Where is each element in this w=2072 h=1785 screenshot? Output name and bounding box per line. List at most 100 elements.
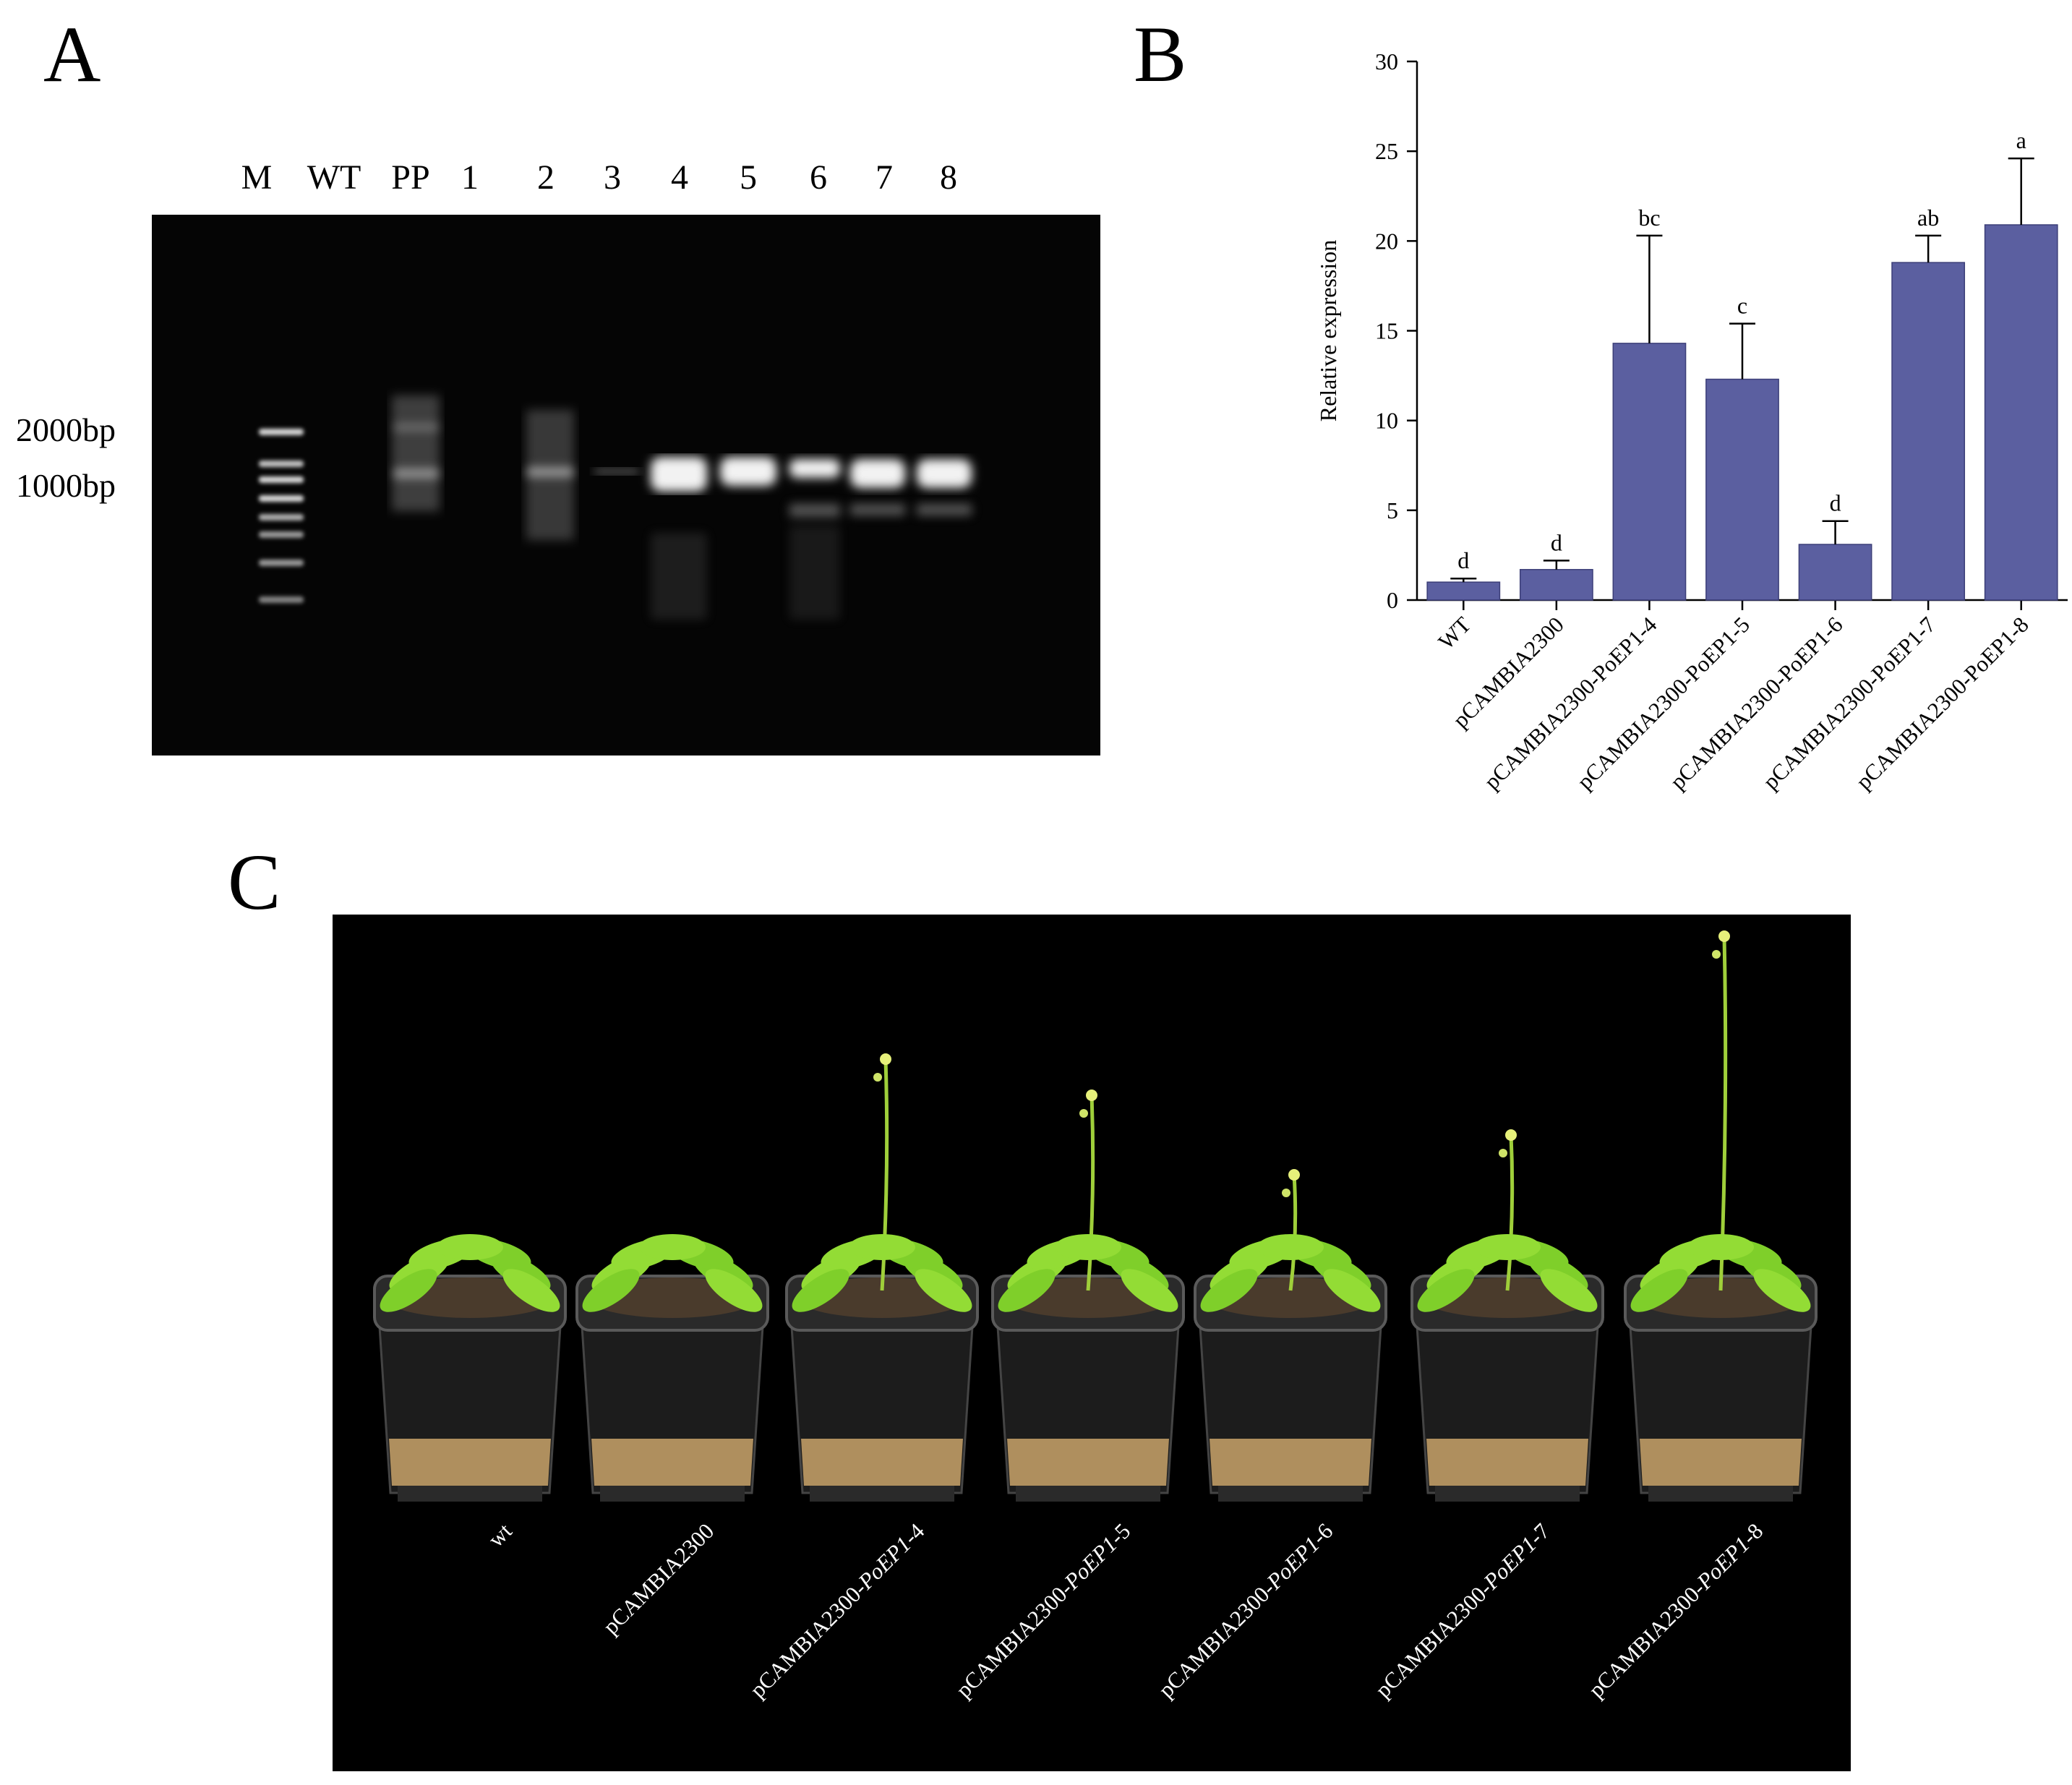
flower-bud [1718,930,1730,942]
significance-label-4: c [1737,293,1747,319]
pot-4 [991,1090,1185,1502]
pot-foot [810,1486,954,1502]
significance-label-2: d [1551,529,1562,555]
lower-bands [651,504,972,620]
pot-base-sand [1426,1439,1588,1486]
flower-bud [1282,1189,1290,1197]
leaf [502,1269,560,1312]
pot-5 [1194,1169,1387,1502]
leaf [1055,1234,1121,1260]
significance-label-7: a [2016,127,2026,153]
leaf [1630,1269,1688,1312]
leaf [998,1269,1056,1312]
leaf [1121,1269,1178,1312]
agarose-gel-image [152,215,1100,755]
bright-bands [651,457,972,492]
bar-2 [1519,569,1593,601]
leaf [380,1269,437,1312]
leaf [915,1269,972,1312]
leaf [1540,1269,1598,1312]
lane-label-4: 4 [671,158,688,197]
y-tick-label: 15 [1375,318,1398,344]
flower-bud [1288,1169,1300,1181]
leaf [849,1234,915,1260]
x-tick-label-1: WT [1433,612,1476,654]
leaf [639,1234,706,1260]
lane-label-6: 6 [810,158,827,197]
x-tick-label-5: pCAMBIA2300-PoEP1-6 [1665,612,1848,795]
marker-1000bp-label: 1000bp [16,467,116,504]
panel-c-letter: C [228,838,281,926]
pot-foot [1648,1486,1793,1502]
lane-label-5: 5 [740,158,757,197]
panel-b-letter: B [1134,10,1187,98]
flower-bud [1079,1109,1088,1118]
pot-foot [600,1486,745,1502]
pot-base-sand [389,1439,551,1486]
leaf [1687,1234,1754,1260]
pot-foot [1435,1486,1580,1502]
flower-stem [880,1058,889,1291]
lane-label-7: 7 [876,158,893,197]
leaf [1200,1269,1258,1312]
leaf [1753,1269,1811,1312]
lane-2 [526,410,574,540]
significance-label-1: d [1457,547,1469,573]
ladder-lane [259,429,304,603]
lane-label-pp: PP [391,158,430,197]
pot-2 [575,1234,769,1502]
pot-1 [373,1234,567,1502]
x-tick-label-3: pCAMBIA2300-PoEP1-4 [1479,612,1662,795]
bar-6 [1891,262,1966,601]
relative-expression-bar-chart: 0 5 10 15 20 25 30 Relative expression d WT d pCAM… [1315,48,2068,795]
x-tick-label-7: pCAMBIA2300-PoEP1-8 [1851,612,2034,795]
y-tick-label: 30 [1375,48,1398,74]
lane-label-2: 2 [537,158,555,197]
significance-label-6: ab [1917,205,1939,231]
bar-3 [1612,343,1687,601]
bar-7 [1984,224,2058,601]
flower-bud [1712,950,1721,959]
pot-base-sand [1007,1439,1169,1486]
x-tick-label-4: pCAMBIA2300-PoEP1-5 [1572,612,1755,795]
flower-bud [1499,1149,1507,1157]
pot-3 [785,1053,979,1502]
bar-4 [1705,378,1779,601]
flower-bud [1086,1090,1097,1101]
lane-label-1: 1 [461,158,479,197]
leaf [1323,1269,1381,1312]
leaf [705,1269,763,1312]
pot-base-sand [1640,1439,1802,1486]
y-axis-label: Relative expression [1315,240,1341,421]
marker-2000bp-label: 2000bp [16,411,116,448]
y-tick-label: 20 [1375,228,1398,254]
pot-foot [1218,1486,1363,1502]
lane-label-3: 3 [604,158,621,197]
lane-label-8: 8 [940,158,957,197]
flower-bud [880,1053,891,1065]
x-tick-label-6: pCAMBIA2300-PoEP1-7 [1758,612,1941,795]
pot-base-sand [591,1439,753,1486]
lane-label-m: M [241,158,273,197]
pot-base-sand [1210,1439,1371,1486]
flower-bud [873,1073,882,1082]
pot-7 [1624,930,1818,1502]
pot-foot [1016,1486,1160,1502]
significance-label-5: d [1830,490,1841,516]
lane-label-wt: WT [307,158,361,197]
y-tick-label: 5 [1387,497,1398,523]
y-tick-label: 25 [1375,138,1398,164]
pot-6 [1410,1129,1604,1502]
leaf [792,1269,849,1312]
y-tick-label: 10 [1375,408,1398,434]
pot-base-sand [801,1439,963,1486]
plant-photo: wt pCAMBIA2300 pCAMBIA2300-PoEP1-4 pCAMBIA2… [333,915,1851,1771]
flower-stem [1086,1095,1095,1291]
leaf [1417,1269,1475,1312]
flower-stem [1505,1134,1515,1291]
panel-a-letter: A [43,10,101,98]
lane-3-band [594,468,639,475]
y-tick-label: 0 [1387,587,1398,613]
bar-5 [1798,544,1872,601]
leaf [582,1269,640,1312]
